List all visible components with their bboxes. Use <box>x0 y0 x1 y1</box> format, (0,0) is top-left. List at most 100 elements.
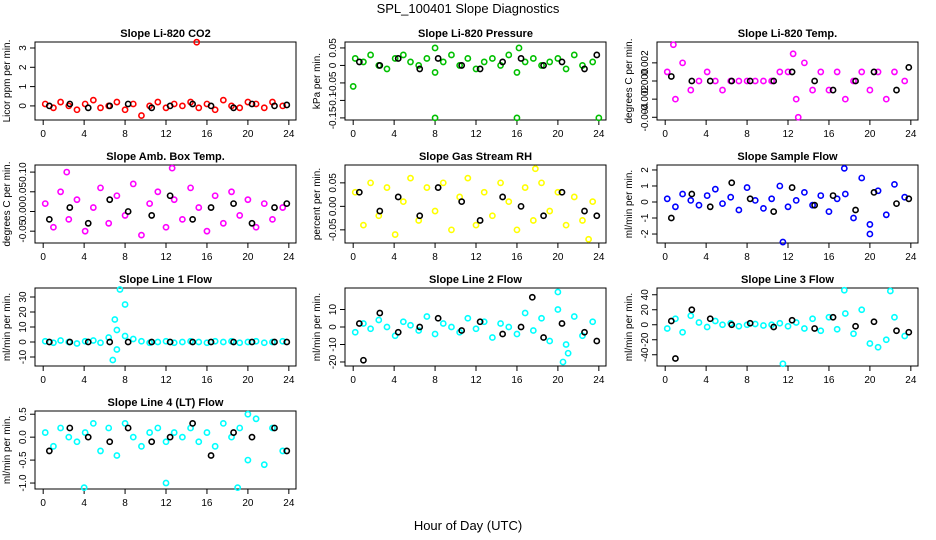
data-point <box>558 320 566 327</box>
data-point <box>129 180 137 188</box>
x-tick-label: 4 <box>391 129 397 140</box>
x-tick-label: 0 <box>40 129 46 140</box>
data-point <box>168 164 176 172</box>
data-point <box>829 86 837 94</box>
data-point <box>219 338 227 346</box>
data-point <box>540 212 547 220</box>
data-point <box>735 206 743 214</box>
data-point <box>178 433 186 441</box>
x-axis-label: Hour of Day (UTC) <box>414 518 522 533</box>
x-tick-label: 12 <box>470 129 482 140</box>
data-point <box>852 322 859 330</box>
data-point <box>65 215 73 223</box>
data-point <box>841 190 849 198</box>
data-point <box>667 317 675 325</box>
x-tick-label: 24 <box>593 252 605 263</box>
y-tick-label: 0 <box>328 324 339 330</box>
data-point <box>50 339 57 347</box>
y-axis-label: degrees C per min. <box>2 161 13 246</box>
data-point <box>593 212 601 220</box>
data-point <box>579 217 586 224</box>
data-point <box>193 38 201 46</box>
data-point <box>211 106 219 114</box>
data-point <box>546 58 554 66</box>
data-point <box>593 51 601 59</box>
data-point <box>121 301 129 308</box>
data-point <box>663 195 671 203</box>
data-point <box>84 338 92 346</box>
data-point <box>351 328 359 336</box>
data-point <box>840 164 848 172</box>
data-point <box>66 204 74 211</box>
y-tick-label: -20 <box>328 354 339 369</box>
data-point <box>829 192 837 199</box>
data-point <box>113 452 121 459</box>
data-point <box>228 188 235 196</box>
data-point <box>89 419 97 427</box>
data-point <box>825 208 833 216</box>
y-tick-label: 20 <box>640 304 651 316</box>
data-point <box>383 184 391 191</box>
x-tick-label: 12 <box>470 375 482 386</box>
data-point <box>73 196 81 204</box>
y-axis-label: ml/min per min. <box>624 170 635 238</box>
panel-title: Slope Li-820 Temp. <box>738 28 837 40</box>
data-point <box>248 219 256 227</box>
plot-frame <box>34 164 297 244</box>
data-point <box>464 55 472 62</box>
data-point <box>236 212 244 219</box>
data-point <box>415 327 423 334</box>
data-point <box>283 200 291 208</box>
x-tick-label: 4 <box>703 375 709 386</box>
x-tick-label: 0 <box>350 252 356 263</box>
data-point <box>207 102 215 110</box>
y-tick-label: 10 <box>328 304 339 316</box>
main-title: SPL_100401 Slope Diagnostics <box>377 1 560 16</box>
data-point <box>434 55 442 62</box>
data-point <box>376 207 384 215</box>
data-point <box>743 77 751 85</box>
plot-frame <box>656 287 919 367</box>
data-point <box>760 77 767 85</box>
data-point <box>711 185 719 193</box>
data-point <box>154 98 162 106</box>
data-point <box>901 332 909 340</box>
data-point <box>866 221 874 228</box>
data-point <box>89 204 97 211</box>
x-tick-label: 8 <box>432 375 438 386</box>
data-point <box>719 321 726 329</box>
data-point <box>505 323 513 331</box>
data-point <box>416 212 424 220</box>
data-point <box>521 184 529 191</box>
data-point <box>521 309 529 317</box>
y-tick-label: 40 <box>640 289 651 301</box>
data-point <box>195 338 203 346</box>
y-tick-label: 2 <box>640 167 651 173</box>
data-point <box>448 226 455 234</box>
data-point <box>882 211 890 219</box>
data-point <box>688 306 696 314</box>
y-tick-label: -0.1 <box>328 91 339 109</box>
data-point <box>189 419 197 427</box>
data-point <box>283 447 291 455</box>
data-point <box>789 50 797 58</box>
data-point <box>833 195 841 203</box>
data-point <box>893 86 900 94</box>
panel-title: Slope Line 1 Flow <box>119 274 212 286</box>
data-point <box>538 314 545 322</box>
data-point <box>45 215 53 223</box>
data-point <box>809 86 816 94</box>
y-tick-label: -40 <box>640 347 651 362</box>
x-tick-label: 16 <box>201 498 213 509</box>
data-point <box>84 433 92 441</box>
x-tick-label: 8 <box>122 498 128 509</box>
x-tick-label: 4 <box>391 375 397 386</box>
data-point <box>672 203 679 211</box>
x-tick-label: 24 <box>593 129 605 140</box>
data-point <box>431 114 439 122</box>
y-tick-label: 20 <box>18 306 29 318</box>
data-point <box>244 456 252 464</box>
panel-title: Slope Li-820 CO2 <box>120 28 210 40</box>
data-point <box>538 179 545 187</box>
